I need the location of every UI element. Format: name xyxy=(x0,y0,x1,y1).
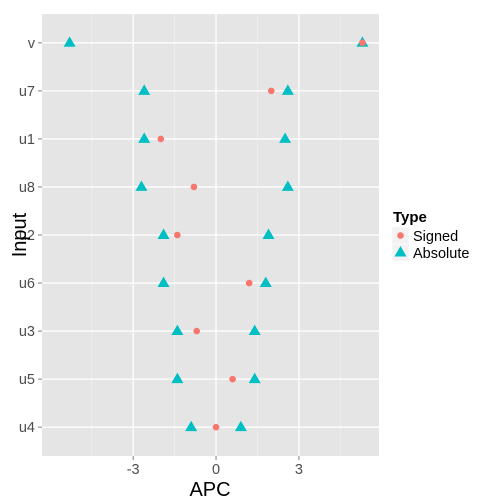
signed-point xyxy=(359,39,366,47)
legend-title: Type xyxy=(393,209,427,226)
absolute-point xyxy=(248,372,261,384)
absolute-point xyxy=(135,180,148,191)
signed-point xyxy=(193,327,200,335)
absolute-point xyxy=(138,132,151,143)
y-tick-label: u1 xyxy=(19,132,35,148)
y-tick-label: u5 xyxy=(19,372,35,388)
absolute-point xyxy=(171,372,184,384)
y-tick-label: u7 xyxy=(19,84,35,100)
signed-point xyxy=(174,231,181,239)
y-tick-label: u3 xyxy=(19,324,35,340)
y-tick-label: u6 xyxy=(19,276,35,292)
absolute-point xyxy=(281,84,294,95)
absolute-point xyxy=(248,324,261,336)
signed-point xyxy=(229,375,236,383)
absolute-point xyxy=(259,276,272,287)
data-points xyxy=(63,36,369,432)
legend-key-signed xyxy=(397,232,404,239)
absolute-point xyxy=(279,132,292,143)
signed-point xyxy=(267,87,275,95)
absolute-point xyxy=(171,324,184,336)
axis-ticks: -3 0 3 v u7 u1 u8 u2 u6 u3 u5 u4 xyxy=(19,36,303,478)
absolute-point xyxy=(63,36,76,47)
legend-label-signed: Signed xyxy=(413,229,458,245)
y-tick-label: u2 xyxy=(19,228,35,244)
y-tick-label: u4 xyxy=(19,420,35,436)
x-tick-label: 3 xyxy=(295,462,303,478)
absolute-point xyxy=(185,420,198,432)
y-axis-title: Input xyxy=(9,212,31,257)
absolute-point xyxy=(157,276,170,287)
absolute-point xyxy=(138,84,151,95)
legend-label-absolute: Absolute xyxy=(413,246,469,262)
major-gridlines xyxy=(42,14,379,456)
signed-point xyxy=(190,183,198,191)
legend: Type Signed Absolute xyxy=(391,209,469,262)
legend-key-absolute xyxy=(394,246,407,257)
signed-point xyxy=(157,135,165,143)
absolute-point xyxy=(234,420,247,432)
y-tick-label: v xyxy=(28,36,36,52)
absolute-point xyxy=(281,180,294,191)
x-axis-title: APC xyxy=(189,479,230,501)
x-tick-label: -3 xyxy=(127,462,140,478)
absolute-point xyxy=(157,228,170,239)
absolute-point xyxy=(262,228,275,239)
x-tick-label: 0 xyxy=(212,462,220,478)
signed-point xyxy=(245,279,253,287)
signed-point xyxy=(212,423,220,431)
y-tick-label: u8 xyxy=(19,180,35,196)
